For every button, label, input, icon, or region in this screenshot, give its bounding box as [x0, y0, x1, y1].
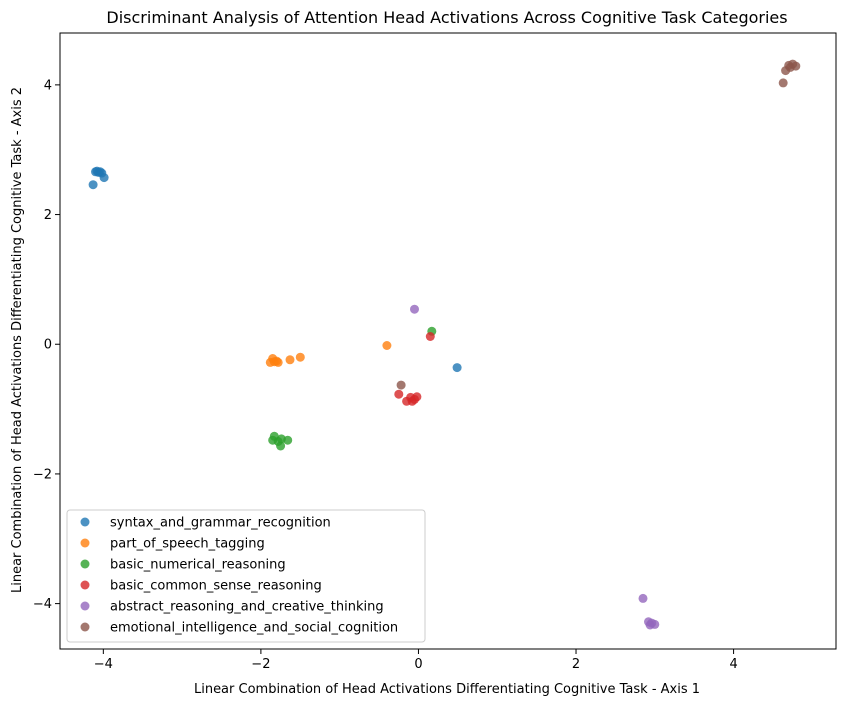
chart-title: Discriminant Analysis of Attention Head …	[106, 8, 787, 27]
legend-box	[66, 509, 426, 643]
series-part_of_speech_tagging	[265, 341, 392, 367]
y-tick-label: 2	[44, 208, 52, 223]
point-0-0	[88, 180, 98, 190]
point-1-7	[382, 341, 392, 350]
point-3-0	[394, 389, 404, 399]
point-2-3	[276, 441, 286, 451]
point-4-5	[650, 619, 660, 629]
point-4-1	[638, 593, 648, 603]
x-tick-label: −2	[251, 657, 270, 672]
legend-marker-3	[80, 580, 90, 590]
point-4-0	[410, 304, 419, 314]
legend-marker-1	[80, 538, 90, 548]
x-axis-ticks: −4 −2 0 2 4	[94, 649, 738, 672]
point-3-5	[412, 392, 422, 402]
series-emotional_intelligence_and_social_cognition	[396, 59, 801, 390]
point-1-6	[295, 352, 305, 362]
point-0-7	[452, 363, 462, 373]
legend-label-4: abstract_reasoning_and_creative_thinking	[110, 600, 384, 615]
legend-entries: syntax_and_grammar_recognition part_of_sp…	[80, 516, 398, 636]
point-5-6	[791, 61, 801, 71]
legend-label-5: emotional_intelligence_and_social_cognit…	[110, 621, 398, 636]
legend-label-1: part_of_speech_tagging	[110, 537, 265, 552]
point-1-5	[285, 355, 295, 365]
point-3-6	[425, 332, 435, 341]
legend-label-3: basic_common_sense_reasoning	[110, 579, 322, 594]
legend-marker-2	[80, 559, 90, 569]
y-tick-label: −4	[33, 597, 52, 612]
x-tick-label: 2	[572, 657, 580, 672]
series-abstract_reasoning_and_creative_thinking	[410, 304, 660, 630]
legend-marker-4	[80, 601, 90, 611]
y-axis-label: Linear Combination of Head Activations D…	[10, 87, 25, 593]
legend-marker-5	[80, 622, 90, 632]
y-tick-label: −2	[33, 467, 52, 482]
y-axis-ticks: −4 −2 0 2 4	[33, 78, 60, 612]
x-tick-label: −4	[94, 657, 113, 672]
data-points	[88, 59, 801, 630]
legend-marker-0	[80, 517, 90, 527]
point-1-4	[273, 357, 283, 367]
x-tick-label: 0	[414, 657, 422, 672]
legend-label-0: syntax_and_grammar_recognition	[110, 516, 331, 531]
point-0-6	[99, 173, 109, 183]
plot-area	[59, 32, 837, 650]
point-2-5	[283, 435, 293, 445]
legend-label-2: basic_numerical_reasoning	[110, 558, 286, 573]
series-syntax_and_grammar_recognition	[88, 166, 462, 373]
x-tick-label: 4	[729, 657, 737, 672]
legend: syntax_and_grammar_recognition part_of_sp…	[66, 509, 426, 643]
point-5-0	[396, 380, 406, 390]
series-basic_common_sense_reasoning	[394, 332, 435, 406]
series-basic_numerical_reasoning	[268, 326, 437, 451]
x-axis-label: Linear Combination of Head Activations D…	[194, 682, 700, 697]
y-tick-label: 4	[44, 78, 52, 93]
y-tick-label: 0	[44, 338, 52, 353]
point-5-1	[778, 78, 788, 88]
